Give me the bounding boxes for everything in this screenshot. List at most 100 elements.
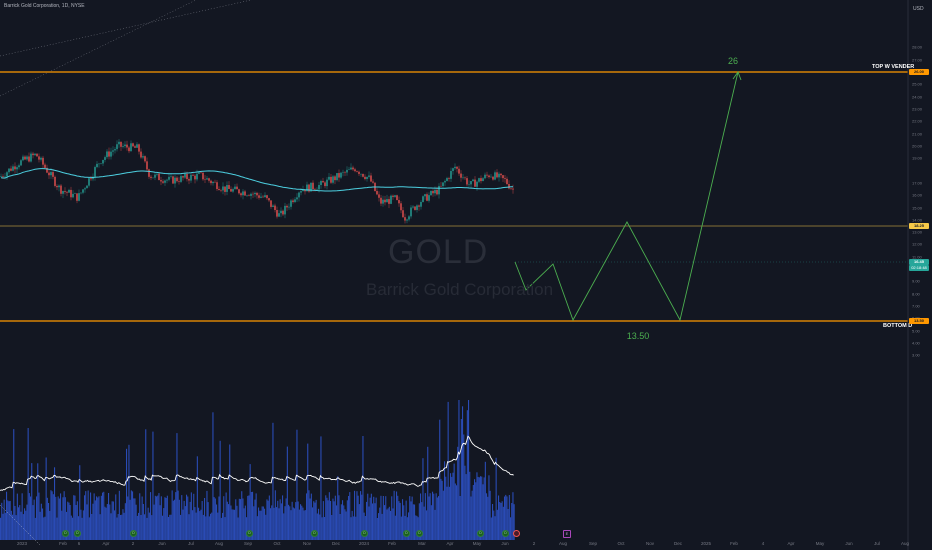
- volume-bar: [238, 498, 240, 540]
- dividend-marker[interactable]: D: [311, 530, 318, 537]
- candle-body: [470, 181, 472, 185]
- currency-label[interactable]: USD: [913, 6, 924, 12]
- volume-bar: [380, 495, 382, 540]
- candle-body: [282, 210, 284, 215]
- volume-bar: [168, 517, 170, 540]
- volume-bar: [64, 497, 66, 540]
- volume-bar: [133, 498, 135, 540]
- volume-bar: [55, 496, 57, 540]
- volume-bar: [14, 506, 16, 540]
- candle-body: [66, 191, 68, 193]
- dividend-marker[interactable]: D: [416, 530, 423, 537]
- candle-body: [358, 171, 360, 174]
- candle-body: [270, 200, 272, 207]
- volume-bar: [492, 504, 494, 540]
- price-tick-label: 21.00: [912, 131, 923, 137]
- volume-bar: [78, 516, 80, 540]
- price-tick-label: 11.00: [912, 254, 922, 260]
- dividend-marker[interactable]: D: [361, 530, 368, 537]
- volume-bar: [160, 496, 162, 540]
- date-tick-label: Aug: [558, 541, 568, 546]
- volume-bar: [240, 499, 242, 540]
- dividend-marker[interactable]: D: [502, 530, 509, 537]
- dividend-marker[interactable]: D: [74, 530, 81, 537]
- volume-bar: [418, 503, 420, 540]
- volume-bar: [186, 494, 188, 540]
- volume-bar: [182, 509, 184, 540]
- dividend-marker[interactable]: D: [62, 530, 69, 537]
- candle-body: [482, 178, 484, 182]
- volume-bar: [432, 491, 434, 540]
- volume-bar: [9, 500, 11, 540]
- date-tick-label: 2: [532, 541, 536, 546]
- current-bar-marker[interactable]: [513, 530, 520, 537]
- volume-bar: [291, 501, 293, 540]
- candle-body: [476, 181, 478, 187]
- dividend-marker[interactable]: D: [477, 530, 484, 537]
- volume-bar: [72, 517, 74, 540]
- candle-body: [0, 176, 2, 177]
- volume-bar: [196, 456, 198, 540]
- candle-body: [292, 200, 294, 203]
- volume-bar: [76, 501, 78, 540]
- volume-bar: [171, 490, 173, 540]
- volume-bar: [388, 506, 390, 540]
- volume-bar: [45, 457, 47, 540]
- candle-body: [410, 207, 412, 217]
- candle-body: [258, 195, 260, 198]
- candle-body: [414, 206, 416, 210]
- volume-bar: [326, 497, 328, 540]
- volume-bar: [370, 493, 372, 540]
- volume-bar: [87, 490, 89, 540]
- volume-bar: [400, 516, 402, 540]
- candle-body: [328, 176, 330, 180]
- candle-body: [432, 190, 434, 194]
- dividend-marker[interactable]: D: [246, 530, 253, 537]
- earnings-marker[interactable]: E: [563, 530, 571, 538]
- candle-body: [44, 164, 46, 168]
- volume-bar: [346, 500, 348, 540]
- volume-bar: [494, 516, 496, 540]
- trend-channel-lower[interactable]: [0, 0, 200, 97]
- volume-bar: [52, 494, 54, 540]
- candle-body: [232, 189, 234, 192]
- volume-bar: [57, 496, 59, 540]
- date-tick-label: Dec: [673, 541, 683, 546]
- price-tick-label: 27.00: [912, 57, 923, 63]
- volume-bar: [470, 496, 472, 540]
- candle-body: [280, 210, 282, 214]
- projection-path[interactable]: [514, 71, 739, 322]
- volume-bar: [410, 501, 412, 540]
- volume-bar: [207, 502, 209, 540]
- projection-low-label: 13.50: [626, 331, 650, 341]
- volume-bar: [166, 495, 168, 540]
- volume-bar: [394, 515, 396, 540]
- volume-bar: [378, 513, 380, 540]
- candle-body: [346, 169, 348, 173]
- volume-bar: [462, 406, 464, 540]
- candle-body: [110, 151, 112, 157]
- volume-bar: [264, 508, 266, 540]
- volume-bar: [162, 515, 164, 540]
- dividend-marker[interactable]: D: [403, 530, 410, 537]
- volume-bar: [364, 516, 366, 540]
- volume-bar: [163, 508, 165, 540]
- date-tick-label: Apr: [446, 541, 454, 546]
- date-tick-label: Oct: [617, 541, 625, 546]
- volume-bar: [376, 518, 378, 540]
- volume-bar: [63, 491, 65, 540]
- volume-trend-line[interactable]: [0, 504, 41, 546]
- dividend-marker[interactable]: D: [130, 530, 137, 537]
- candle-body: [464, 177, 466, 179]
- volume-bar: [229, 444, 231, 540]
- candle-body: [348, 169, 350, 170]
- volume-bar: [416, 515, 418, 540]
- volume-bar: [472, 485, 474, 540]
- candle-body: [262, 196, 264, 198]
- candle-body: [312, 182, 314, 189]
- volume-bar: [313, 501, 315, 540]
- candle-body: [224, 186, 226, 192]
- volume-bar: [102, 492, 104, 540]
- candle-body: [60, 185, 62, 194]
